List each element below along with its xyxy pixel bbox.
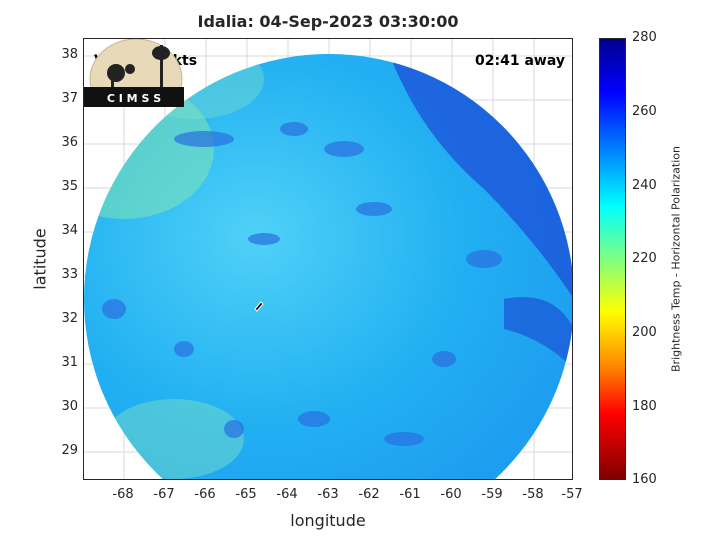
y-tick: 37 bbox=[61, 91, 78, 106]
x-tick: -65 bbox=[235, 487, 257, 502]
x-tick: -61 bbox=[399, 487, 421, 502]
y-tick: 35 bbox=[61, 179, 78, 194]
x-tick: -66 bbox=[194, 487, 216, 502]
x-tick: -60 bbox=[440, 487, 462, 502]
y-tick: 36 bbox=[61, 135, 78, 150]
colorbar bbox=[599, 38, 626, 480]
x-tick: -63 bbox=[317, 487, 339, 502]
x-tick: -58 bbox=[522, 487, 544, 502]
x-tick: -68 bbox=[112, 487, 134, 502]
x-axis-label: longitude bbox=[290, 511, 366, 530]
x-tick: -57 bbox=[561, 487, 583, 502]
colorbar-tick: 280 bbox=[632, 30, 657, 45]
y-tick: 31 bbox=[61, 355, 78, 370]
x-tick: -62 bbox=[358, 487, 380, 502]
colorbar-tick: 160 bbox=[632, 472, 657, 487]
y-tick: 29 bbox=[61, 443, 78, 458]
colorbar-tick: 180 bbox=[632, 399, 657, 414]
cimss-logo: C I M S S bbox=[84, 39, 184, 107]
colorbar-tick: 240 bbox=[632, 178, 657, 193]
x-tick: -67 bbox=[153, 487, 175, 502]
plot-title: Idalia: 04-Sep-2023 03:30:00 bbox=[197, 12, 459, 31]
y-axis-label: latitude bbox=[30, 228, 50, 290]
y-tick: 38 bbox=[61, 47, 78, 62]
map-plot-area[interactable]: Vmax: 45 kts 02:41 away C I M S S bbox=[83, 38, 573, 480]
colorbar-label: Brightness Temp - Horizontal Polarizatio… bbox=[669, 146, 683, 372]
colorbar-tick: 220 bbox=[632, 251, 657, 266]
colorbar-tick: 260 bbox=[632, 104, 657, 119]
brightness-temp-swath bbox=[84, 39, 572, 479]
x-tick: -59 bbox=[481, 487, 503, 502]
storm-center-marker bbox=[254, 301, 264, 312]
y-tick: 33 bbox=[61, 267, 78, 282]
time-away-label: 02:41 away bbox=[475, 53, 565, 69]
colorbar-tick: 200 bbox=[632, 325, 657, 340]
y-tick: 34 bbox=[61, 223, 78, 238]
y-tick: 30 bbox=[61, 399, 78, 414]
svg-text:C I M S S: C I M S S bbox=[107, 92, 161, 105]
x-tick: -64 bbox=[276, 487, 298, 502]
y-tick: 32 bbox=[61, 311, 78, 326]
